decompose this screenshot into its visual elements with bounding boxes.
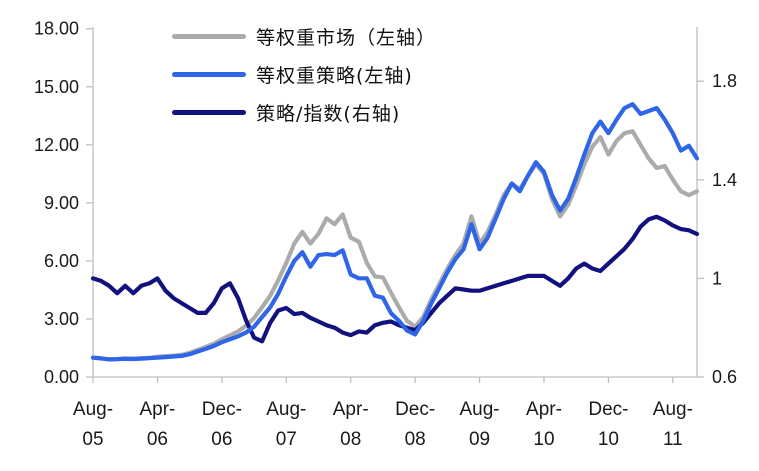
x-axis-tick-label-line1: Aug- [653,399,693,420]
left-axis-tick-label: 18.00 [34,19,79,39]
legend-label-strategy: 等权重策略(左轴) [256,65,413,87]
x-axis-tick-label-line2: 10 [598,429,619,450]
left-axis-tick-label: 0.00 [44,367,79,387]
strategy-line [90,102,700,362]
legend-label-market: 等权重市场（左轴） [256,27,437,49]
x-axis-tick-label-line2: 08 [340,429,361,450]
legend: 等权重市场（左轴） 等权重策略(左轴) 策略/指数(右轴) [172,24,436,125]
x-axis-tick-label-line1: Apr- [139,399,175,420]
ratio-line-swatch [172,110,246,115]
strategy-line-swatch [172,72,246,77]
x-axis-tick-label-line1: Aug- [459,399,499,420]
left-axis-tick-label: 12.00 [34,135,79,155]
x-axis-tick-label-line2: 05 [82,429,103,450]
ratio-line [90,214,700,344]
x-axis-tick-label-line1: Dec- [588,399,628,420]
left-axis-tick-label: 9.00 [44,193,79,213]
right-axis-tick-label: 0.6 [712,367,737,387]
x-axis-tick-label-line1: Apr- [333,399,369,420]
x-axis-tick-label-line2: 07 [276,429,297,450]
right-axis-tick-label: 1 [712,268,722,288]
x-axis-tick-label-line1: Dec- [202,399,242,420]
x-axis-tick-label-line2: 06 [211,429,232,450]
x-axis-tick-label-line2: 09 [469,429,490,450]
market-line-swatch [172,34,246,39]
left-axis-tick-label: 6.00 [44,251,79,271]
x-axis-tick-label-line1: Aug- [266,399,306,420]
x-axis-tick-label-line2: 11 [663,429,683,450]
legend-item-ratio: 策略/指数(右轴) [172,100,436,125]
x-axis-tick-label-line2: 06 [147,429,168,450]
legend-item-strategy: 等权重策略(左轴) [172,62,436,87]
x-axis-tick-label-line1: Apr- [526,399,562,420]
x-axis-tick-label-line2: 10 [533,429,554,450]
legend-label-ratio: 策略/指数(右轴) [256,103,401,125]
right-axis-tick-label: 1.4 [712,170,737,190]
legend-item-market: 等权重市场（左轴） [172,24,436,49]
left-axis-tick-label: 15.00 [34,77,79,97]
left-axis-tick-label: 3.00 [44,309,79,329]
x-axis-tick-label-line1: Dec- [395,399,435,420]
x-axis-tick-label-line2: 08 [405,429,426,450]
x-axis-tick-label-line1: Aug- [73,399,113,420]
right-axis-tick-label: 1.8 [712,71,737,91]
